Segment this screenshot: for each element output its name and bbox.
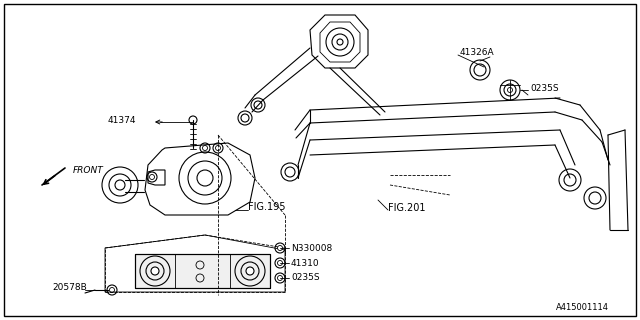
Circle shape [278,260,282,266]
Text: N330008: N330008 [291,244,332,252]
Circle shape [151,267,159,275]
Text: FIG.201: FIG.201 [388,203,426,213]
Text: 41374: 41374 [108,116,136,124]
Text: 0235S: 0235S [530,84,559,92]
Circle shape [278,245,282,251]
Text: 41326A: 41326A [460,47,495,57]
Circle shape [246,267,254,275]
Circle shape [508,87,513,92]
Text: FIG.195: FIG.195 [248,202,285,212]
Circle shape [337,39,343,45]
Text: 0235S: 0235S [291,274,319,283]
Text: FRONT: FRONT [73,165,104,174]
Text: 41310: 41310 [291,259,319,268]
Circle shape [278,276,282,281]
Polygon shape [135,254,270,288]
Text: 20578B: 20578B [52,284,87,292]
Text: A415001114: A415001114 [556,303,609,313]
